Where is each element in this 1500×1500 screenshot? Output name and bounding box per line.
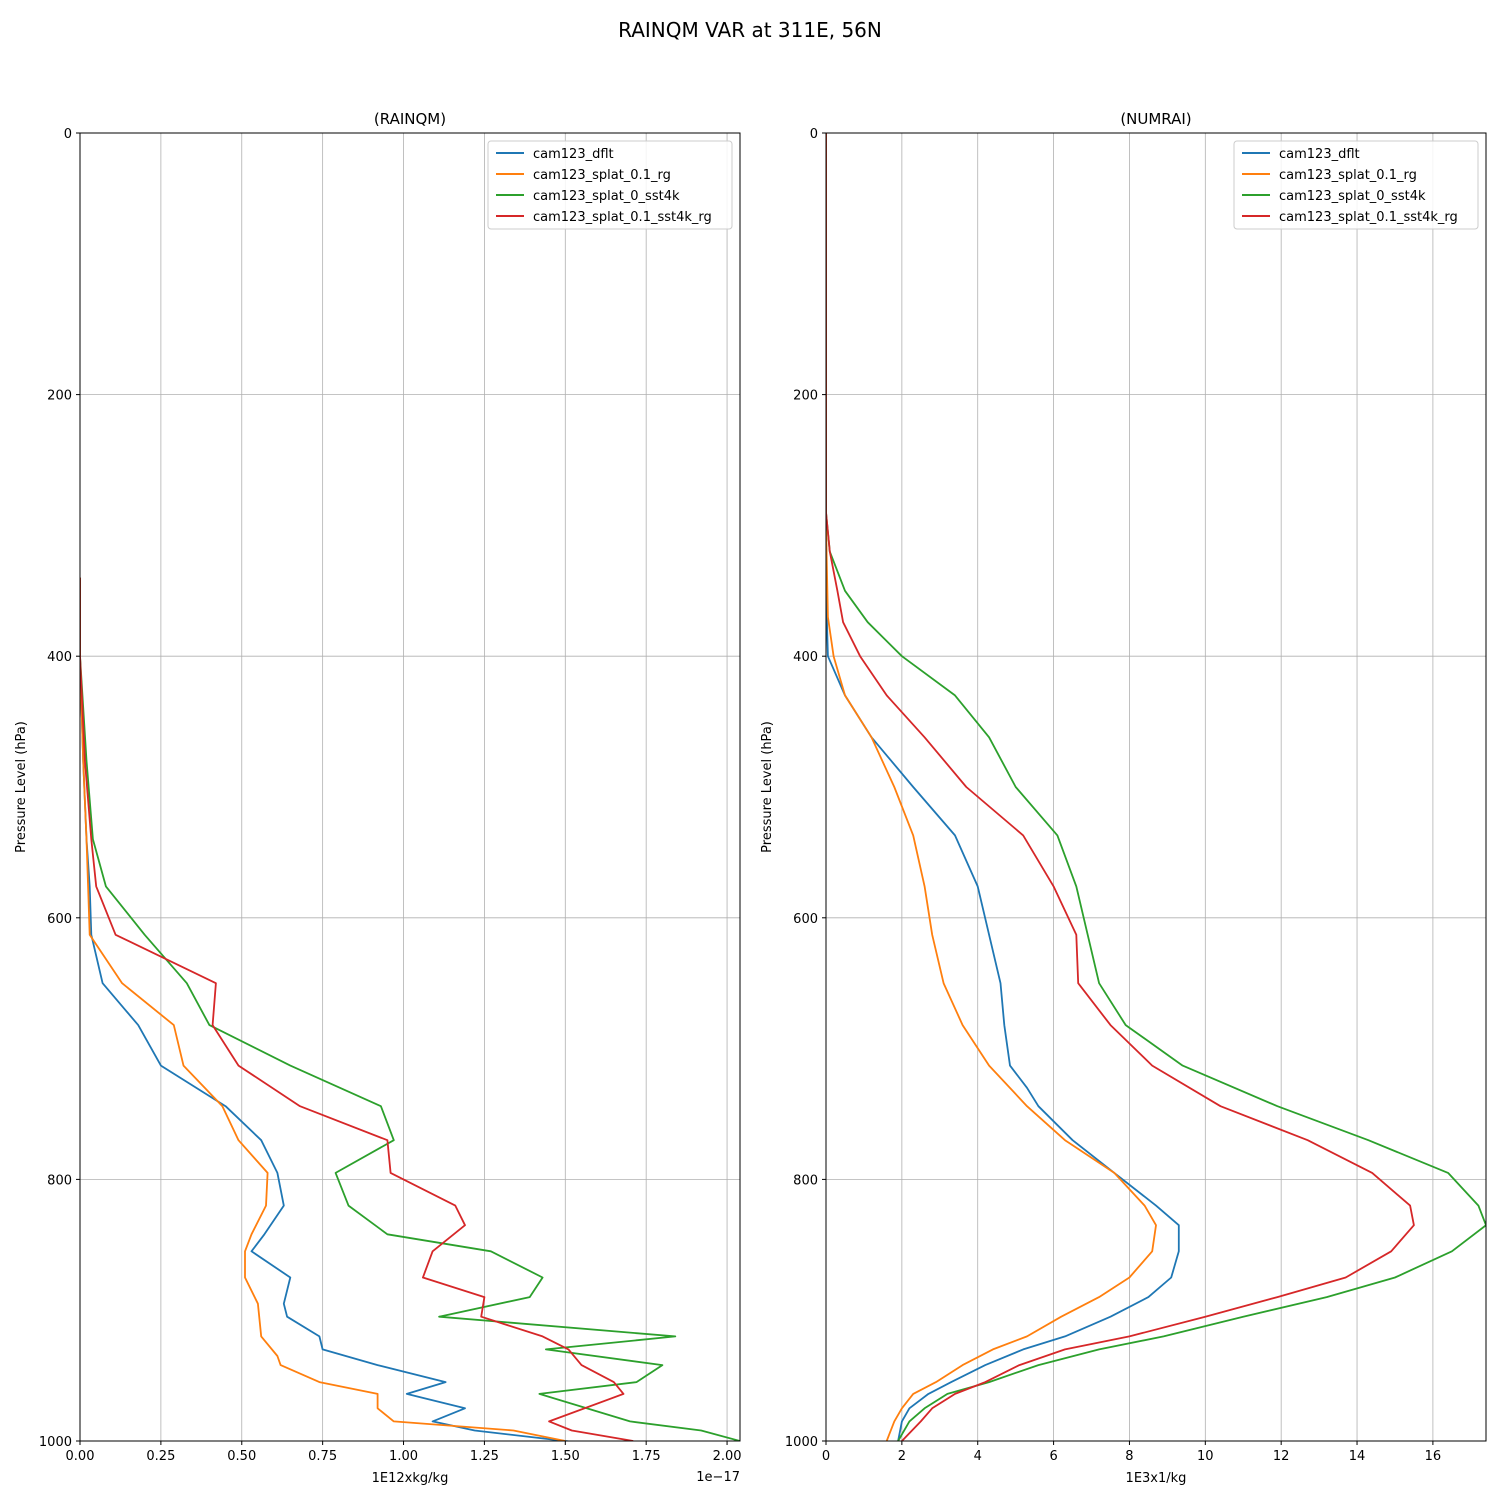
legend: cam123_dflt cam123_splat_0.1_rg cam123_spl… <box>1233 140 1479 230</box>
x-tick-label: 4 <box>974 1449 982 1464</box>
panel-title: (RAINQM) <box>374 110 446 128</box>
figure-title: RAINQM VAR at 311E, 56N <box>618 18 882 42</box>
y-tick-label: 600 <box>793 912 818 927</box>
series-line-cam123_splat_0_sst4k <box>80 577 740 1441</box>
y-tick-label: 200 <box>793 389 818 404</box>
x-tick-label: 0 <box>822 1449 830 1464</box>
x-tick-label: 1.25 <box>470 1449 499 1464</box>
chart-panels: 0.00 0.25 0.50 0.75 1.00 1.25 1.50 1.75 2.000200… <box>14 110 1487 1486</box>
x-tick-label: 0.25 <box>146 1449 175 1464</box>
x-tick-label: 6 <box>1049 1449 1057 1464</box>
x-tick-label: 14 <box>1349 1449 1366 1464</box>
x-tick-label: 1.75 <box>632 1449 661 1464</box>
legend: cam123_dflt cam123_splat_0.1_rg cam123_spl… <box>487 140 733 230</box>
panel-title: (NUMRAI) <box>1120 110 1191 128</box>
axes-frame <box>79 132 741 1442</box>
y-tick-label: 1000 <box>39 1435 72 1450</box>
legend-entry: cam123_splat_0.1_rg <box>533 168 671 183</box>
chart-panel-1: 0.00 0.25 0.50 0.75 1.00 1.25 1.50 1.75 2.00 0 200… <box>14 110 742 1486</box>
series-line-cam123_splat_0.1_rg <box>80 577 566 1441</box>
y-tick-label: 400 <box>793 650 818 665</box>
y-tick-label: 400 <box>47 650 72 665</box>
x-tick-label: 1.00 <box>389 1449 418 1464</box>
x-tick-label: 16 <box>1425 1449 1442 1464</box>
x-tick-label: 0.75 <box>308 1449 337 1464</box>
legend-entry: cam123_splat_0.1_sst4k_rg <box>1279 210 1458 225</box>
chart-panel-2: 0 2 4 6 8 10 12 14 16 0 200 400 600 800 1000 (NUMRAI) 1E… <box>760 110 1487 1486</box>
legend-entry: cam123_splat_0.1_sst4k_rg <box>533 210 712 225</box>
x-tick-label: 1.50 <box>551 1449 580 1464</box>
y-axis-label: Pressure Level (hPa) <box>14 721 29 853</box>
series-line-cam123_splat_0.1_sst4k_rg <box>80 577 634 1441</box>
y-axis-label: Pressure Level (hPa) <box>760 721 775 853</box>
x-axis-label: 1E3x1/kg <box>1126 1471 1187 1486</box>
x-tick-label: 8 <box>1125 1449 1133 1464</box>
legend-entry: cam123_splat_0_sst4k <box>1279 189 1426 204</box>
x-tick-label: 10 <box>1197 1449 1214 1464</box>
legend-entry: cam123_splat_0.1_rg <box>1279 168 1417 183</box>
legend-entry: cam123_splat_0_sst4k <box>533 189 680 204</box>
y-tick-label: 1000 <box>785 1435 818 1450</box>
series-line-cam123_dflt <box>80 577 574 1441</box>
x-tick-label: 0.00 <box>66 1449 95 1464</box>
y-tick-label: 200 <box>47 389 72 404</box>
series-line-cam123_splat_0.1_sst4k_rg <box>826 133 1415 1441</box>
x-offset-text: 1e−17 <box>696 1470 740 1485</box>
y-tick-label: 0 <box>810 127 818 142</box>
x-tick-label: 2.00 <box>713 1449 742 1464</box>
series-line-cam123_dflt <box>826 133 1180 1441</box>
y-tick-label: 0 <box>64 127 72 142</box>
y-tick-label: 600 <box>47 912 72 927</box>
y-tick-label: 800 <box>47 1173 72 1188</box>
legend-entry: cam123_dflt <box>533 147 614 162</box>
legend-entry: cam123_dflt <box>1279 147 1360 162</box>
x-tick-label: 0.50 <box>227 1449 256 1464</box>
x-tick-label: 2 <box>898 1449 906 1464</box>
legend-box <box>487 140 733 230</box>
x-tick-label: 12 <box>1273 1449 1290 1464</box>
y-tick-label: 800 <box>793 1173 818 1188</box>
legend-box <box>1233 140 1479 230</box>
series-group <box>80 577 740 1441</box>
series-line-cam123_splat_0.1_rg <box>826 133 1157 1441</box>
series-group <box>826 133 1486 1441</box>
series-line-cam123_splat_0_sst4k <box>826 133 1486 1441</box>
x-axis-label: 1E12xkg/kg <box>372 1471 449 1486</box>
axes-frame <box>825 132 1487 1442</box>
